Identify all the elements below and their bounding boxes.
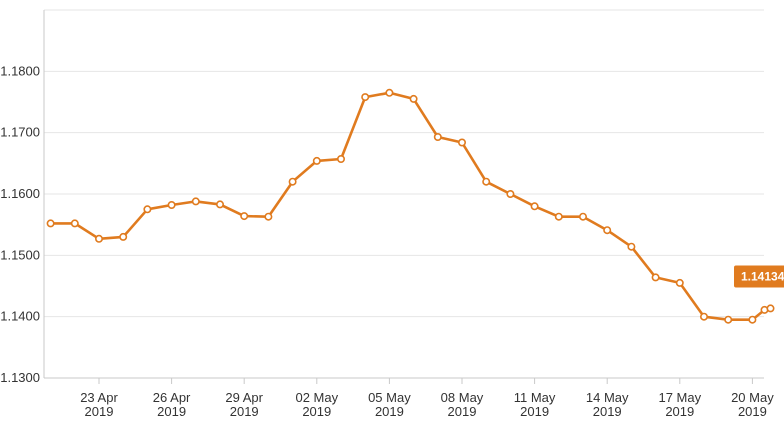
x-tick-year: 2019 (448, 404, 477, 419)
data-point (191, 197, 200, 206)
x-tick-year: 2019 (375, 404, 404, 419)
last-value-label: 1.14134 (741, 269, 784, 283)
data-point (554, 212, 563, 221)
data-point (216, 200, 225, 209)
data-point (143, 205, 152, 214)
grid-layer (44, 9, 764, 318)
x-tick-year: 2019 (157, 404, 186, 419)
data-point (457, 138, 466, 147)
data-point (336, 155, 345, 164)
x-tick-year: 2019 (665, 404, 694, 419)
data-point (766, 304, 775, 313)
data-point (506, 190, 515, 199)
series-line (49, 91, 772, 322)
x-tick-label: 14 May (586, 390, 629, 405)
x-tick-label: 05 May (368, 390, 411, 405)
data-point (167, 201, 176, 210)
data-point (385, 88, 394, 97)
last-value-badge-box (734, 265, 784, 288)
data-point (95, 234, 104, 243)
data-point (530, 202, 539, 211)
axis-layer (43, 10, 764, 379)
x-tick-year: 2019 (85, 404, 114, 419)
x-tick-year: 2019 (593, 404, 622, 419)
data-point (433, 133, 442, 142)
x-tick-year: 2019 (302, 404, 331, 419)
data-point (482, 177, 491, 186)
y-tick-label: 1.1700 (0, 125, 40, 140)
x-tick-label: 02 May (295, 390, 338, 405)
y-tick-label: 1.1500 (0, 247, 40, 262)
data-point (70, 219, 79, 228)
y-tick-label: 1.1600 (0, 186, 40, 201)
data-point (578, 212, 587, 221)
x-tick-label: 08 May (441, 390, 484, 405)
x-tick-year: 2019 (230, 404, 259, 419)
data-point (651, 273, 660, 282)
y-tick-label: 1.1400 (0, 309, 40, 324)
data-point (675, 278, 684, 287)
data-point (409, 94, 418, 103)
data-point (288, 177, 297, 186)
data-point (119, 232, 128, 241)
data-point (603, 226, 612, 235)
data-point (724, 315, 733, 324)
y-axis-ticks: 1.1300 1.1400 1.1500 1.1600 1.1700 1.1800 (0, 63, 40, 385)
y-tick-label: 1.1300 (0, 370, 40, 385)
data-point (627, 242, 636, 251)
x-tick-year: 2019 (738, 404, 767, 419)
data-point (748, 315, 757, 324)
x-tick-label: 23 Apr (80, 390, 118, 405)
x-tick-label: 11 May (514, 390, 556, 405)
data-point (699, 312, 708, 321)
x-tick-label: 29 Apr (225, 390, 263, 405)
point-layer (46, 88, 775, 324)
data-point (312, 156, 321, 165)
data-point (240, 212, 249, 221)
x-tick-label: 17 May (658, 390, 701, 405)
series-layer (49, 91, 772, 322)
data-point (264, 212, 273, 221)
data-point (46, 219, 55, 228)
y-tick-label: 1.1800 (0, 63, 40, 78)
x-tick-year: 2019 (520, 404, 549, 419)
x-tick-label: 20 May (731, 390, 774, 405)
last-value-badge: 1.14134 (734, 265, 784, 288)
x-tick-label: 26 Apr (153, 390, 191, 405)
data-point (361, 93, 370, 102)
